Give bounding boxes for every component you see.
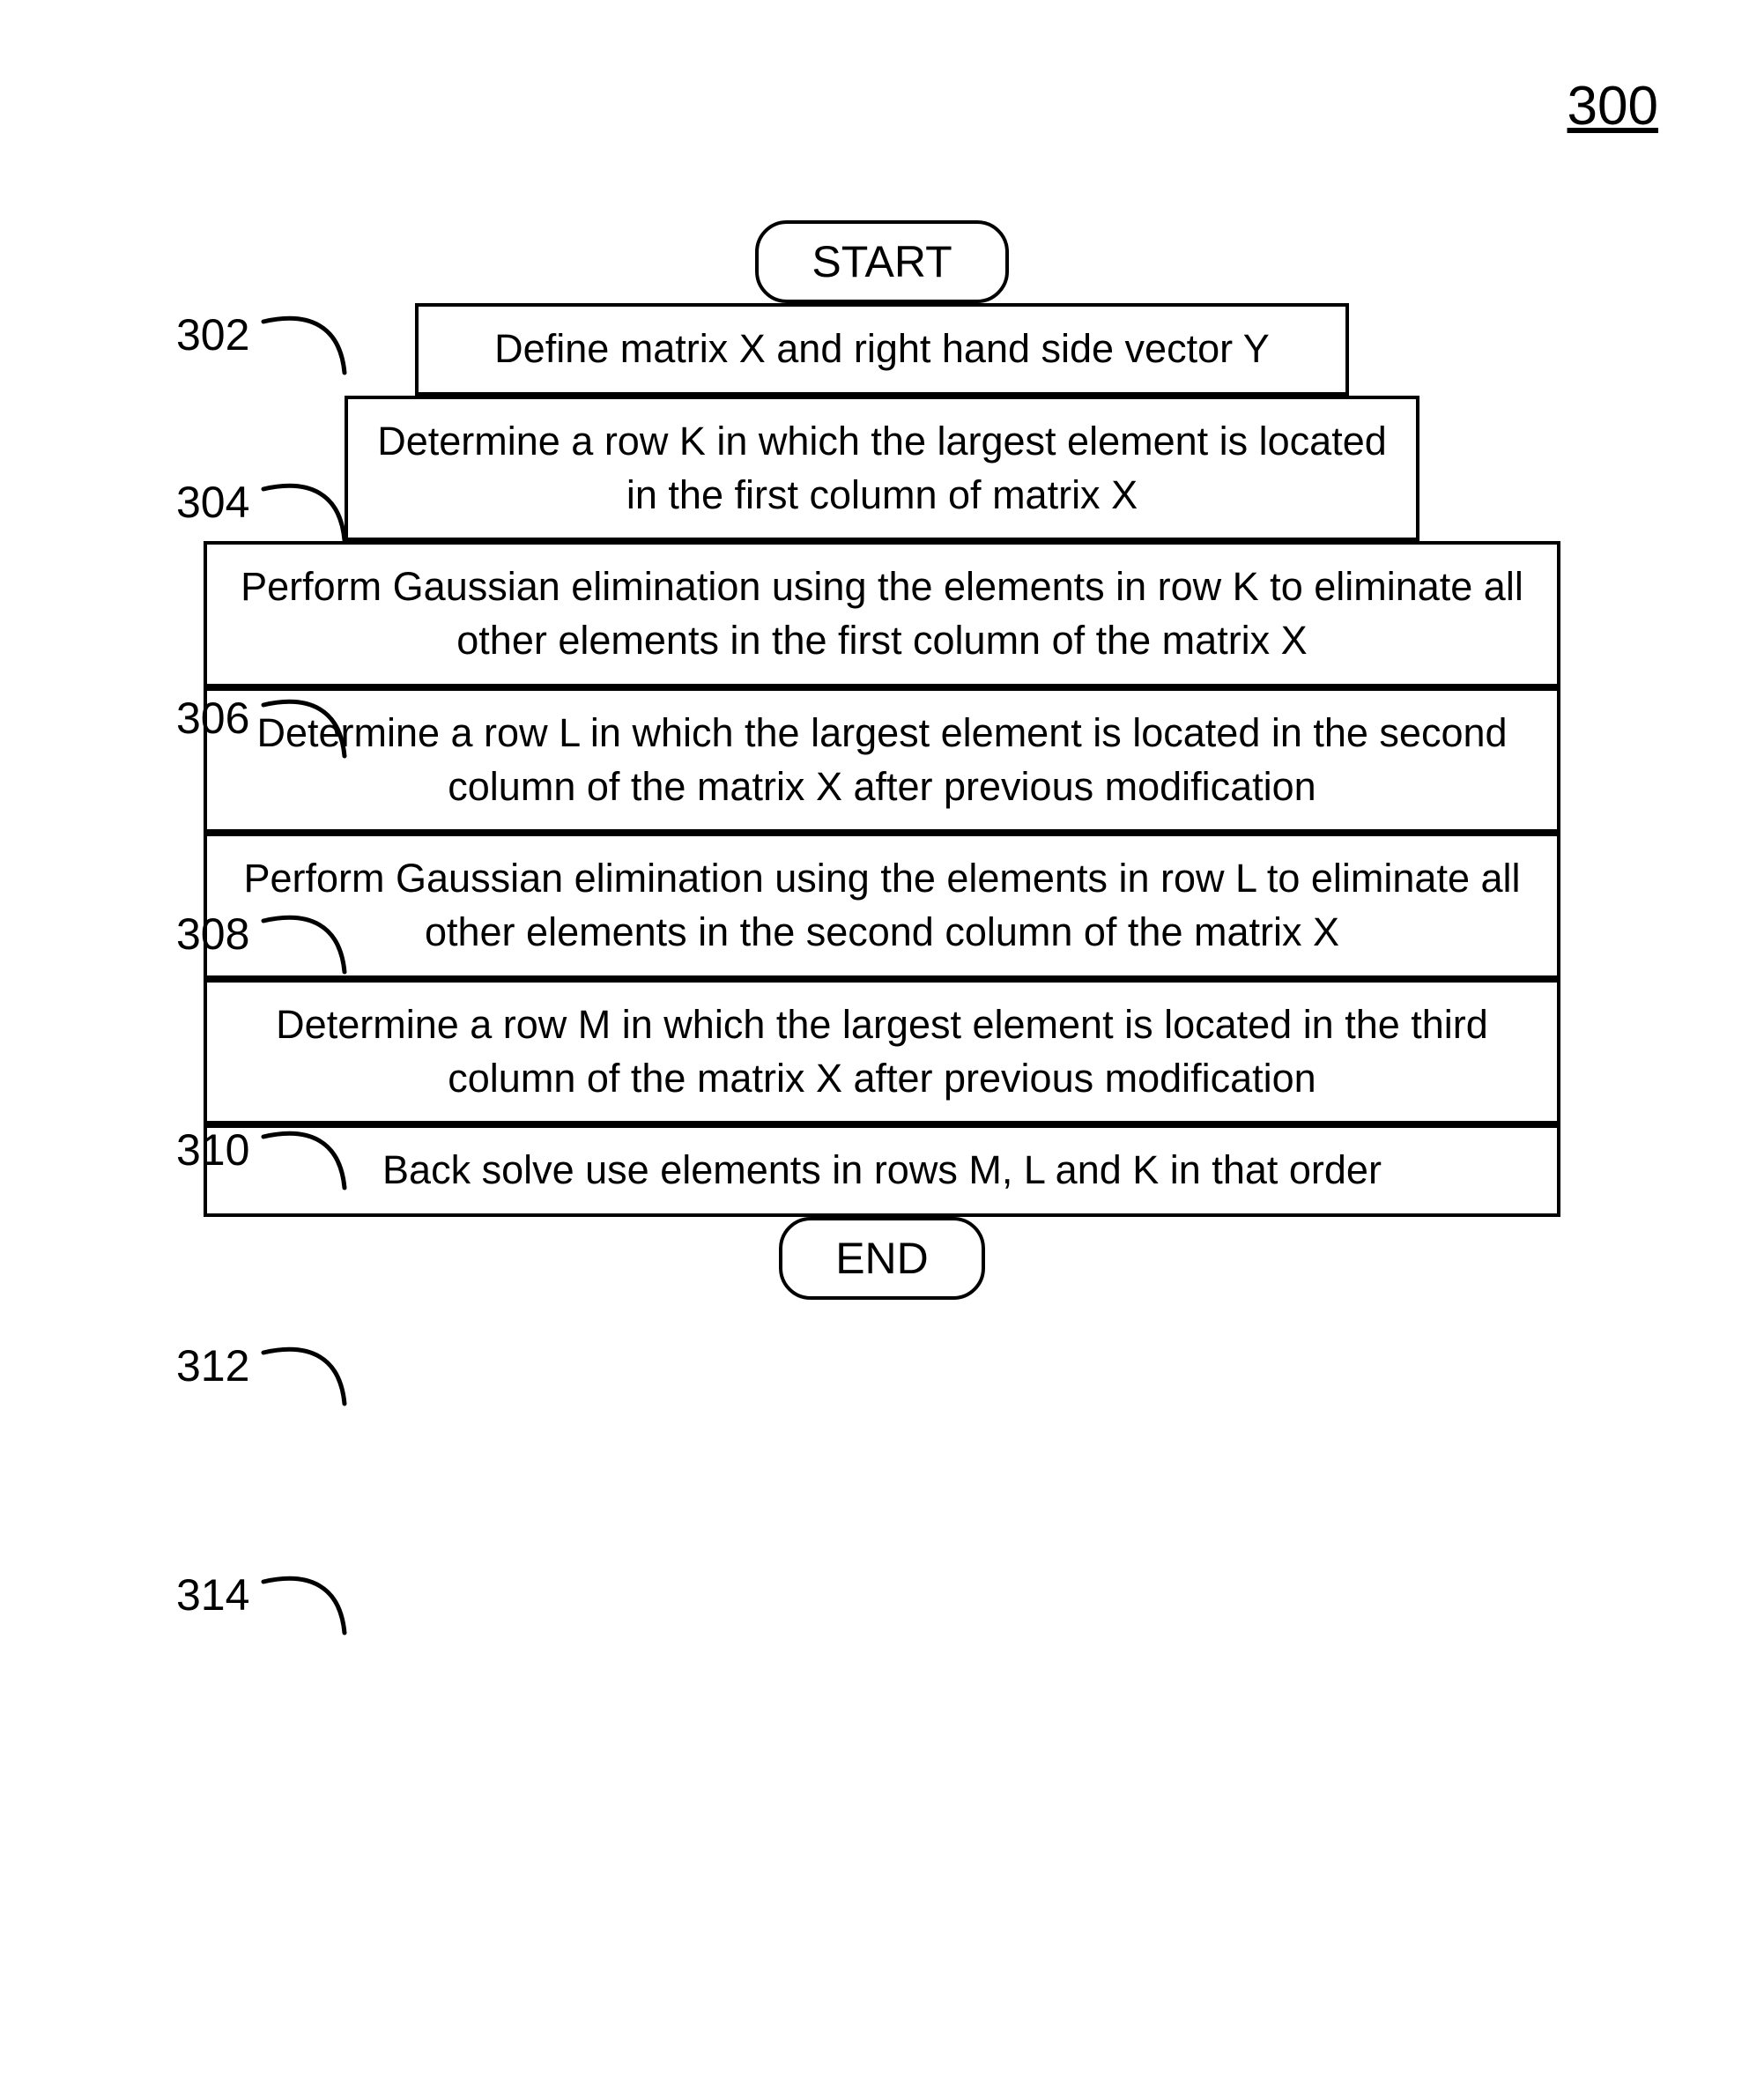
step-number: 308	[176, 903, 256, 960]
step-label-314: 314	[176, 1564, 362, 1643]
leader-hook-icon	[256, 471, 362, 551]
step-number: 302	[176, 304, 256, 360]
step-label-306: 306	[176, 687, 362, 767]
process-text: Perform Gaussian elimination using the e…	[241, 564, 1523, 663]
step-number: 304	[176, 471, 256, 528]
process-step-312: Determine a row M in which the largest e…	[204, 979, 1560, 1125]
process-text: Determine a row M in which the largest e…	[276, 1002, 1488, 1101]
leader-hook-icon	[256, 687, 362, 767]
process-text: Determine a row L in which the largest e…	[256, 710, 1507, 809]
step-number: 314	[176, 1564, 256, 1621]
process-step-304: Determine a row K in which the largest e…	[345, 396, 1419, 542]
process-step-302: Define matrix X and right hand side vect…	[415, 303, 1349, 396]
process-step-308: Determine a row L in which the largest e…	[204, 687, 1560, 834]
leader-hook-icon	[256, 903, 362, 983]
process-step-314: Back solve use elements in rows M, L and…	[204, 1124, 1560, 1217]
process-text: Back solve use elements in rows M, L and…	[382, 1147, 1382, 1192]
terminal-end: END	[779, 1217, 985, 1300]
leader-hook-icon	[256, 1119, 362, 1198]
step-number: 312	[176, 1335, 256, 1391]
process-text: Determine a row K in which the largest e…	[377, 419, 1387, 517]
process-step-306: Perform Gaussian elimination using the e…	[204, 541, 1560, 687]
leader-hook-icon	[256, 1335, 362, 1414]
leader-hook-icon	[256, 1564, 362, 1643]
step-label-302: 302	[176, 304, 362, 383]
process-text: Perform Gaussian elimination using the e…	[243, 856, 1520, 954]
step-number: 310	[176, 1119, 256, 1176]
step-number: 306	[176, 687, 256, 744]
leader-hook-icon	[256, 304, 362, 383]
terminal-start: START	[755, 220, 1008, 303]
step-label-308: 308	[176, 903, 362, 983]
step-label-312: 312	[176, 1335, 362, 1414]
step-label-304: 304	[176, 471, 362, 551]
process-step-310: Perform Gaussian elimination using the e…	[204, 833, 1560, 979]
step-label-310: 310	[176, 1119, 362, 1198]
figure-number: 300	[1568, 75, 1658, 137]
process-text: Define matrix X and right hand side vect…	[494, 326, 1270, 371]
